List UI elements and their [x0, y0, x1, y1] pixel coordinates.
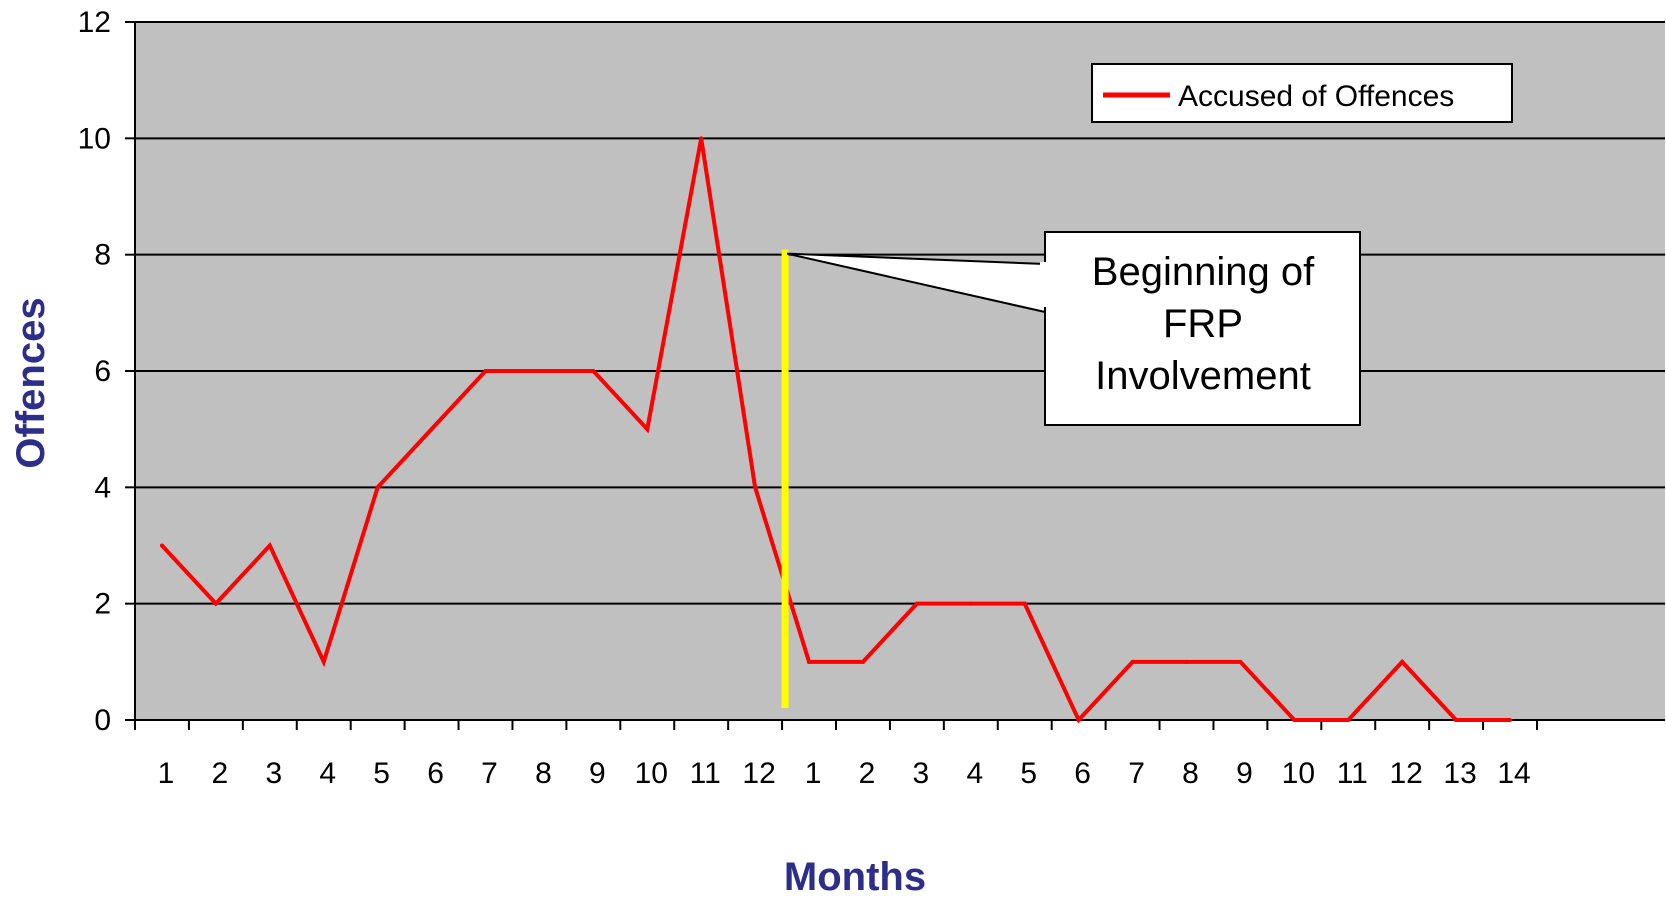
- x-tick-labels: 1 2 3 4 5 6 7 8 9 10 11 12 1 2 3 4 5 6 7 8 9 10 11 12 13 14: [158, 757, 1531, 790]
- callout-text-line: Beginning of: [1092, 250, 1315, 294]
- x-tick-label: 6: [427, 757, 444, 790]
- data-point: [159, 543, 164, 548]
- y-tick-label: 12: [78, 6, 111, 39]
- data-point: [375, 485, 380, 490]
- data-point: [860, 659, 865, 664]
- x-tick-label: 14: [1497, 757, 1530, 790]
- x-tick-label: 10: [1282, 757, 1315, 790]
- x-tick-label: 12: [742, 757, 775, 790]
- data-point: [1130, 659, 1135, 664]
- x-tick-label: 13: [1443, 757, 1476, 790]
- x-tick-label: 2: [859, 757, 876, 790]
- series-layer: [159, 136, 1513, 724]
- x-tick-label: 4: [319, 757, 336, 790]
- data-point: [807, 659, 812, 664]
- x-tick-label: 8: [535, 757, 552, 790]
- x-tick-label: 6: [1074, 757, 1091, 790]
- x-tick-label: 10: [635, 757, 668, 790]
- data-point: [267, 543, 272, 548]
- x-tick-label: 11: [1337, 757, 1368, 790]
- x-tick-label: 7: [481, 757, 498, 790]
- callout-text-line: Involvement: [1095, 354, 1311, 398]
- legend-label: Accused of Offences: [1178, 80, 1454, 113]
- data-point: [591, 369, 596, 373]
- callout-text: Beginning of FRP Involvement: [1092, 250, 1315, 398]
- y-tick-label: 0: [94, 704, 111, 737]
- data-point: [753, 485, 758, 490]
- data-point: [429, 427, 434, 432]
- data-point: [483, 369, 488, 373]
- y-tick-label: 2: [94, 588, 111, 621]
- data-point: [1346, 718, 1351, 722]
- y-tick-label: 6: [94, 355, 111, 388]
- callout-text-line: FRP: [1163, 302, 1243, 346]
- x-tick-label: 2: [212, 757, 229, 790]
- y-tick-labels: 0 2 4 6 8 10 12: [78, 6, 111, 737]
- data-point: [645, 427, 650, 432]
- x-tick-label: 5: [373, 757, 390, 790]
- data-point: [1292, 718, 1297, 722]
- x-tick-label: 7: [1128, 757, 1145, 790]
- data-point: [537, 369, 542, 373]
- data-point: [213, 601, 218, 606]
- data-point: [1076, 718, 1081, 722]
- callout-box: [1044, 231, 1361, 426]
- x-tick-label: 5: [1020, 757, 1037, 790]
- x-tick-label: 4: [966, 757, 983, 790]
- x-tick-label: 3: [265, 757, 282, 790]
- x-tick-label: 12: [1390, 757, 1423, 790]
- y-tick-label: 10: [78, 122, 111, 155]
- data-point: [1022, 601, 1027, 606]
- data-point: [1238, 659, 1243, 664]
- x-tick-label: 9: [1236, 757, 1253, 790]
- x-tick-label: 1: [158, 757, 175, 790]
- x-tick-label: 8: [1182, 757, 1199, 790]
- legend: Accused of Offences: [1091, 63, 1513, 123]
- gridlines: [135, 21, 1665, 605]
- data-point: [699, 136, 704, 141]
- data-point: [1400, 659, 1405, 664]
- axes: [125, 21, 1665, 730]
- y-tick-label: 4: [94, 471, 111, 504]
- y-tick-label: 8: [94, 239, 111, 272]
- data-point: [1184, 659, 1189, 664]
- series-line: [160, 137, 1511, 724]
- x-tick-label: 1: [805, 757, 822, 790]
- x-axis-title: Months: [784, 855, 926, 899]
- annotation-callout: Beginning of FRP Involvement: [786, 231, 1361, 426]
- y-axis-title: Offences: [9, 297, 53, 468]
- x-tick-label: 9: [589, 757, 606, 790]
- data-point: [1508, 718, 1513, 722]
- data-point: [1454, 718, 1459, 722]
- x-tick-label: 3: [913, 757, 930, 790]
- x-tick-label: 11: [690, 757, 721, 790]
- data-point: [968, 601, 973, 606]
- data-point: [321, 659, 326, 664]
- data-point: [914, 601, 919, 606]
